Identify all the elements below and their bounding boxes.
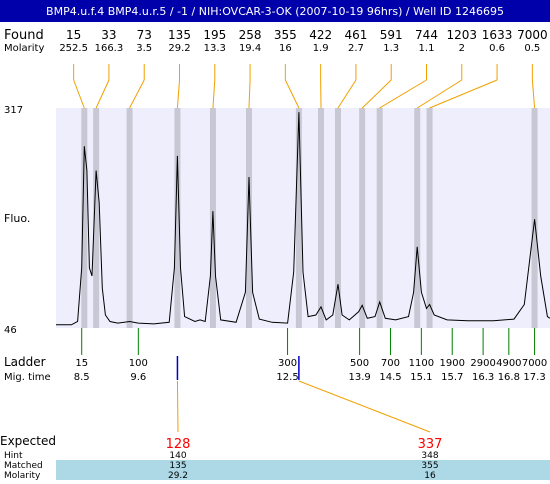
found-size-label: 461: [344, 28, 367, 42]
molarity-value: 16: [424, 471, 436, 480]
hint-value: 348: [421, 451, 438, 461]
ladder-size-label: 15: [75, 358, 88, 369]
peak-band: [296, 108, 302, 328]
found-molarity-label: 2.7: [348, 43, 364, 54]
found-size-label: 422: [309, 28, 332, 42]
peak-connector: [532, 80, 534, 108]
ladder-time-label: 13.9: [348, 372, 370, 383]
peak-connectors: [74, 64, 535, 108]
found-molarity-label: 0.5: [524, 43, 540, 54]
found-molarity-label: 0.6: [489, 43, 505, 54]
ladder-time-label: 17.3: [523, 372, 545, 383]
matched-value: 135: [169, 461, 186, 471]
ladder-time-label: 15.1: [410, 372, 432, 383]
ladder-size-label: 300: [278, 358, 297, 369]
found-label: Found: [4, 28, 44, 43]
peak-band: [427, 108, 433, 328]
chart-title: BMP4.u.f.4 BMP4.u.r.5 / -1 / NIH:OVCAR-3…: [46, 5, 504, 18]
peak-connector: [177, 80, 179, 108]
molarity-value: 29.2: [168, 471, 188, 480]
ladder-label: Ladder: [4, 355, 46, 369]
peak-connector: [338, 80, 356, 108]
found-size-label: 73: [137, 28, 152, 42]
peak-band: [318, 108, 324, 328]
matched-value: 355: [421, 461, 438, 471]
found-molarity-label: 252.5: [59, 43, 88, 54]
ladder-size-label: 100: [129, 358, 148, 369]
found-size-label: 1203: [447, 28, 478, 42]
peak-connector: [213, 80, 215, 108]
ladder-size-label: 500: [350, 358, 369, 369]
y-axis-max-label: 317: [4, 105, 23, 116]
ladder-time-label: 16.3: [472, 372, 494, 383]
found-molarity-label: 19.4: [239, 43, 261, 54]
peak-connector: [285, 80, 299, 108]
ladder-size-label: 1900: [440, 358, 465, 369]
found-molarity-label: 1.9: [313, 43, 329, 54]
found-size-label: 591: [380, 28, 403, 42]
ladder-time-label: 15.7: [441, 372, 463, 383]
found-molarity-label: 3.5: [136, 43, 152, 54]
ladder-time-label: 12.5: [276, 372, 298, 383]
found-size-label: 258: [239, 28, 262, 42]
found-molarity-label: 166.3: [95, 43, 124, 54]
expected-label: Expected: [0, 434, 56, 448]
found-size-label: 33: [101, 28, 116, 42]
ladder-size-label: 700: [381, 358, 400, 369]
peak-connector: [249, 80, 250, 108]
found-molarity-label: 1.3: [383, 43, 399, 54]
ladder-time-label: 14.5: [379, 372, 401, 383]
y-axis-min-label: 46: [4, 325, 17, 336]
found-size-label: 195: [203, 28, 226, 42]
molarity-label: Molarity: [4, 43, 44, 54]
found-molarity-label: 13.3: [204, 43, 226, 54]
ladder-size-label: 7000: [522, 358, 547, 369]
peak-band: [359, 108, 365, 328]
hint-value: 140: [169, 451, 186, 461]
found-size-label: 1633: [482, 28, 513, 42]
found-size-label: 355: [274, 28, 297, 42]
matched-highlight-band: [56, 460, 550, 480]
ladder-time-label: 9.6: [130, 372, 146, 383]
ladder-size-label: 4900: [496, 358, 521, 369]
ladder-time-label: 8.5: [74, 372, 90, 383]
found-size-label: 744: [415, 28, 438, 42]
hint-label: Hint: [4, 451, 23, 461]
peak-band: [532, 108, 538, 328]
found-molarity-label: 2: [459, 43, 465, 54]
expected-value: 128: [166, 437, 191, 452]
fluo-label: Fluo.: [4, 212, 30, 225]
expected-connector: [299, 381, 430, 432]
found-molarity-label: 1.1: [419, 43, 435, 54]
ladder-time-label: 16.8: [498, 372, 520, 383]
ladder-row: 15 8.5 100 9.6 300 12.5 500 13.9 700 14.5 1100 15.1…: [74, 328, 548, 383]
found-size-label: 7000: [517, 28, 548, 42]
molarity-bottom-label: Molarity: [4, 471, 41, 480]
found-molarity-label: 16: [279, 43, 292, 54]
peak-band: [246, 108, 252, 328]
matched-label: Matched: [4, 461, 43, 471]
peak-band: [81, 108, 87, 328]
peak-band: [377, 108, 383, 328]
ladder-size-label: 1100: [409, 358, 434, 369]
peak-connector: [74, 80, 85, 108]
peak-connector: [130, 80, 145, 108]
expected-connector: [177, 381, 178, 432]
found-size-label: 135: [168, 28, 191, 42]
peak-band: [127, 108, 133, 328]
peak-connector: [96, 80, 109, 108]
mig-time-label: Mig. time: [4, 372, 51, 383]
peak-band: [414, 108, 420, 328]
found-molarity-label: 29.2: [168, 43, 190, 54]
ladder-size-label: 2900: [470, 358, 495, 369]
found-size-label: 15: [66, 28, 81, 42]
expected-value: 337: [418, 437, 443, 452]
